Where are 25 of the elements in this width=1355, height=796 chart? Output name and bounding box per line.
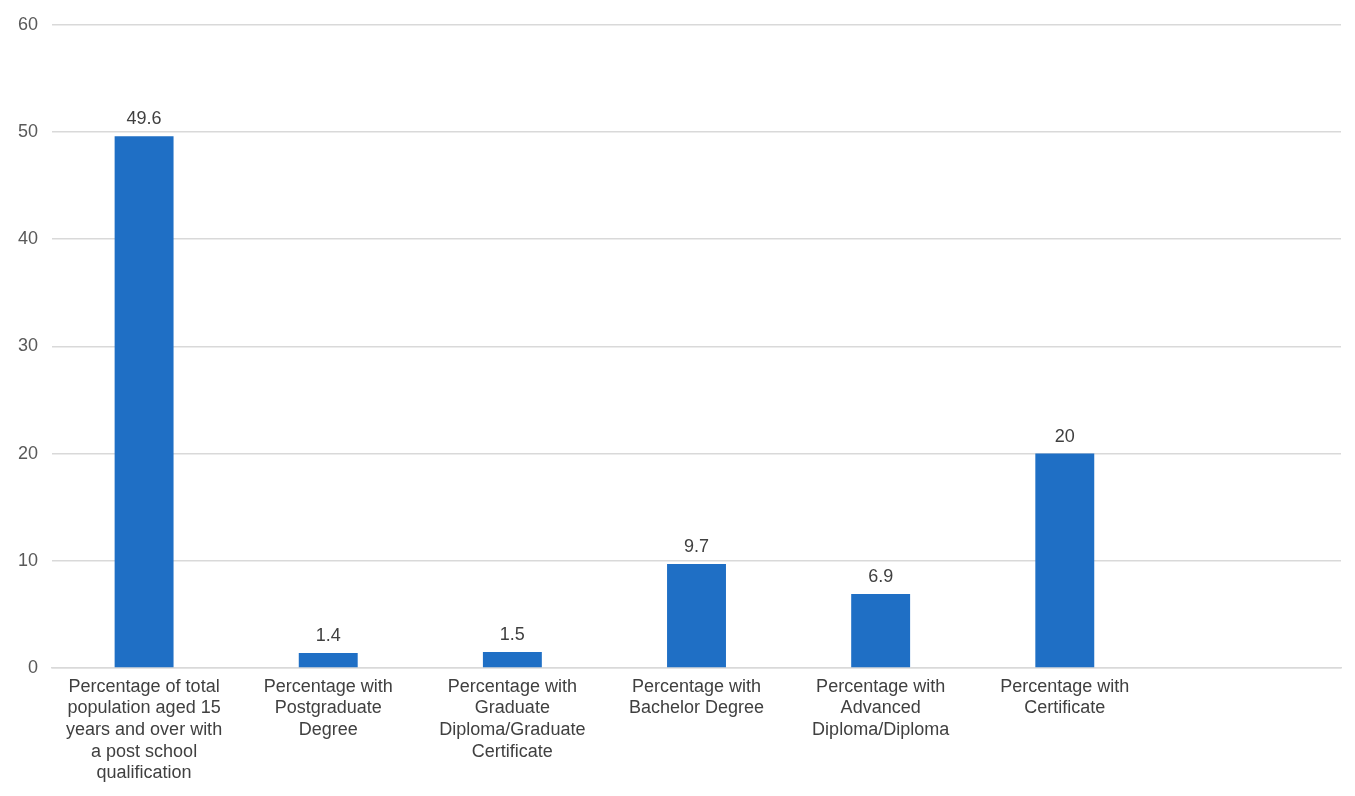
x-tick-label: Percentage with Bachelor Degree [628,675,765,718]
y-tick-label: 10 [17,549,39,570]
x-tick-label: Percentage with Advanced Diploma/Diploma [812,675,951,739]
bar [851,594,911,668]
y-tick-label: 20 [17,442,39,463]
x-tick-label: Percentage with Postgraduate Degree [263,675,393,739]
y-tick-label: 50 [17,120,39,141]
bar [114,136,174,668]
y-tick-label: 0 [28,656,39,677]
bar [1035,453,1095,668]
data-label: 6.9 [868,566,894,586]
data-label: 1.4 [315,624,341,645]
bar [298,652,358,668]
x-tick-label: Percentage with Graduate Diploma/Graduate Certificate [439,675,586,761]
data-label: 9.7 [684,535,710,556]
bar [667,564,726,668]
data-label: 1.5 [499,623,525,644]
x-tick-label: Percentage of total population aged 15 years and over with a post school qualification [66,675,223,783]
y-tick-label: 30 [17,335,39,356]
bar [482,651,542,668]
data-label: 49.6 [126,108,162,129]
data-label: 20 [1054,425,1075,446]
y-tick-label: 60 [17,13,39,34]
x-tick-label: Percentage with Certificate [1000,675,1130,718]
y-tick-label: 40 [17,228,39,249]
